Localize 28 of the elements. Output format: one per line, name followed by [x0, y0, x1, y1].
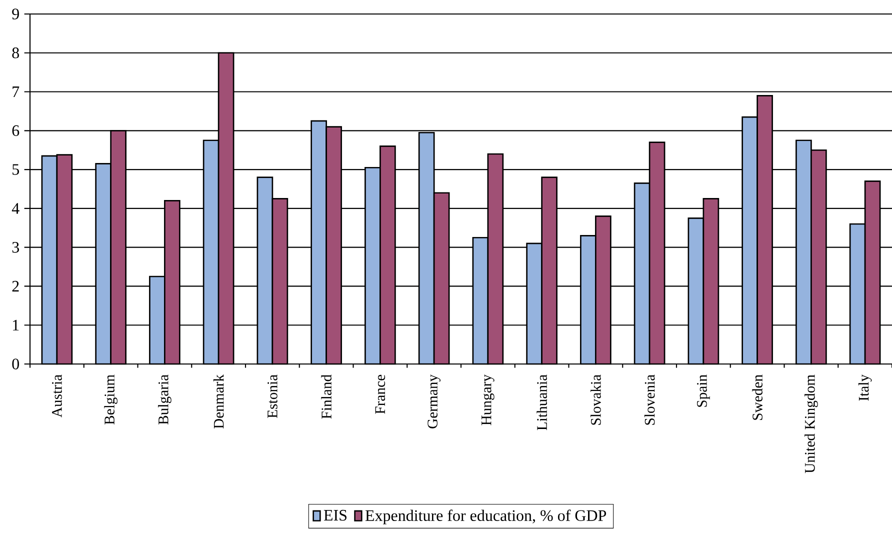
x-tick-label: Hungary: [482, 374, 494, 426]
y-tick-label: 0: [12, 358, 19, 370]
legend-label: EIS: [324, 510, 346, 521]
y-tick-label: 6: [12, 125, 20, 136]
x-tick-label: Germany: [428, 374, 440, 428]
y-tick-label: 2: [12, 280, 19, 292]
y-tick-label: 1: [13, 320, 19, 330]
y-tick-label: 9: [12, 8, 19, 20]
x-tick-label: Sweden: [752, 374, 762, 420]
x-tick-label: Bulgaria: [158, 374, 172, 424]
x-tick-label: Denmark: [213, 374, 224, 429]
x-tick-label: Italy: [858, 374, 872, 401]
x-tick-label: Finland: [321, 374, 332, 419]
y-tick-label: 3: [12, 242, 19, 253]
x-tick-label: Belgium: [104, 374, 118, 424]
x-tick-label: Estonia: [268, 374, 278, 418]
x-tick-label: Austria: [52, 374, 62, 418]
x-tick-label: Slovakia: [590, 374, 601, 425]
y-tick-label: 8: [12, 47, 19, 58]
x-tick-label: Slovenia: [644, 374, 655, 425]
x-tick-label: Spain: [697, 374, 710, 407]
x-tick-label: United Kingdom: [804, 374, 818, 474]
x-tick-label: France: [375, 374, 386, 414]
y-tick-label: 7: [12, 86, 20, 98]
y-tick-label: 4: [12, 203, 20, 214]
y-tick-label: 5: [12, 164, 19, 175]
legend-label: Expenditure for education, % of GDP: [365, 510, 606, 524]
x-tick-label: Lithuania: [536, 374, 547, 430]
